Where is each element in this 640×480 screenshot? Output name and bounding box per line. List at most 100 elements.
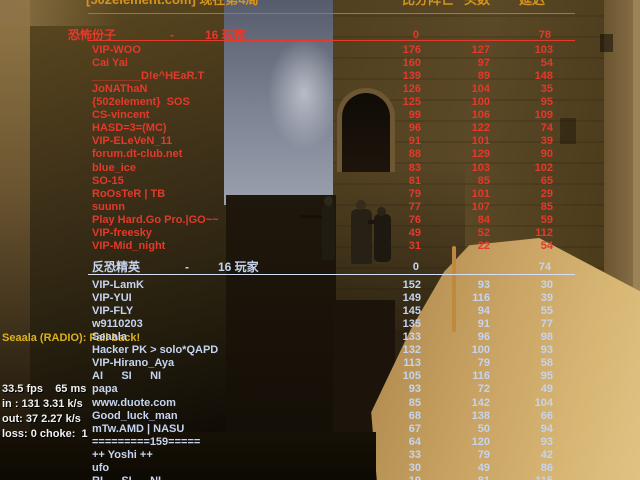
player-row: ________D!e^HEaR.T 139 89 148 [0,70,640,83]
player-deaths: 97 [477,56,490,69]
player-deaths: 116 [472,291,490,304]
map-left-wall-edge [0,0,30,480]
netgraph-fps-line: 33.5 fps 65 ms [2,383,87,395]
team-score: 0 [412,261,419,273]
player-row: Good_luck_man 68 138 66 [0,410,640,423]
player-row: CS-vincent 99 106 109 [0,109,640,122]
player-name: VIP-freesky [92,227,152,240]
player-model-head [324,196,333,206]
player-ping: 86 [540,462,553,475]
player-row: JoNAThaN 126 104 35 [0,83,640,96]
player-deaths: 81 [420,475,490,480]
player-ping: 54 [540,56,553,69]
player-ping: 59 [540,214,553,227]
player-deaths: 91 [477,317,490,330]
player-kills: 176 [402,43,421,56]
player-deaths: 100 [471,95,490,108]
player-row: papa 93 72 49 [0,383,640,396]
player-deaths: 106 [471,109,490,122]
player-deaths: 116 [472,370,490,383]
player-kills: 93 [408,383,421,396]
player-ping: 77 [540,317,553,330]
player-kills: 113 [403,357,421,370]
team-header-row: 恐怖份子 - 16 玩家 0 78 [0,29,640,42]
player-kills: 139 [402,69,421,82]
map-wall-recess [600,34,613,52]
player-kills: 91 [408,135,421,148]
player-name: forum.dt-club.net [92,148,183,161]
player-name: VIP-Mid_night [92,240,166,253]
player-name: {502element} SOS [92,95,190,108]
player-name: www.duote.com [92,396,176,409]
player-ping: 66 [540,409,553,422]
player-ping: 54 [540,240,553,253]
player-kills: 132 [402,344,421,357]
player-model [322,204,335,260]
player-deaths: 79 [477,449,490,462]
player-deaths: 72 [477,383,490,396]
player-deaths: 22 [477,240,490,253]
column-header-score: 比分阵亡 [402,0,454,7]
map-wall-recess [560,118,576,144]
player-kills: 105 [402,370,421,383]
player-ping: 103 [534,43,553,56]
player-name: VIP-Hirano_Aya [92,357,175,370]
player-kills: 67 [408,422,421,435]
player-deaths: 129 [471,148,490,161]
player-kills: 33 [408,449,421,462]
player-ping: 42 [540,449,553,462]
team-player-count: 16 玩家 [218,260,259,274]
player-kills: 31 [408,240,421,253]
player-kills: 76 [408,214,421,227]
column-header-heads: 头数 [464,0,490,7]
player-name: RoOsTeR | TB [92,187,166,200]
player-ping: 95 [540,370,553,383]
netgraph-loss-line: loss: 0 choke: 1 [2,428,88,440]
player-name: VIP-FLY [92,304,134,317]
player-ping: 112 [535,227,553,240]
player-row: ++ Yoshi ++ 33 79 42 [0,449,640,462]
team-dash: - [185,260,189,274]
player-name: ufo [92,462,110,475]
player-ping: 90 [540,148,553,161]
player-ping: 39 [540,291,553,304]
player-name: AI SI NI [92,370,162,383]
map-bottom-floor [0,432,376,480]
player-kills: 81 [408,174,421,187]
player-ping: 49 [540,383,553,396]
player-kills: 126 [402,82,421,95]
player-row: VIP-YUI 149 116 39 [0,292,640,305]
player-ping: 65 [540,174,553,187]
player-ping: 109 [534,109,553,122]
column-header-latency: 延迟 [519,0,545,7]
player-name: VIP-WOO [92,43,141,56]
player-deaths: 49 [477,462,490,475]
player-name: blue_ice [92,161,137,174]
player-row: mTw.AMD | NASU 67 50 94 [0,423,640,436]
player-row: {502element} SOS 125 100 95 [0,96,640,109]
player-name: VIP-YUI [92,291,132,304]
player-name: suunn [92,200,125,213]
player-row: Play Hard.Go Pro.|GO~~ 76 84 59 [0,214,640,227]
player-name: RI SI NI [92,475,161,480]
player-kills: 133 [402,330,421,343]
team-name: 反恐精英 [92,260,141,274]
player-kills: 64 [408,435,421,448]
player-deaths: 103 [471,161,490,174]
player-deaths: 89 [477,69,490,82]
player-kills: 149 [402,291,421,304]
player-row: ufo 30 49 86 [0,462,640,475]
player-kills: 68 [408,409,421,422]
player-deaths: 142 [471,396,490,409]
player-kills: 88 [408,148,421,161]
team-name: 恐怖份子 [68,28,117,42]
player-name: Cai Yai [92,56,128,69]
player-name: ++ Yoshi ++ [92,449,153,462]
player-name: =========159===== [92,435,201,448]
server-title: [502element.com] 现在第4局 [86,0,259,7]
player-name: Seaala [92,330,127,343]
player-kills: 19 [351,475,421,480]
player-deaths: 127 [471,43,490,56]
player-row: HASD=3=(MC) 96 122 74 [0,122,640,135]
